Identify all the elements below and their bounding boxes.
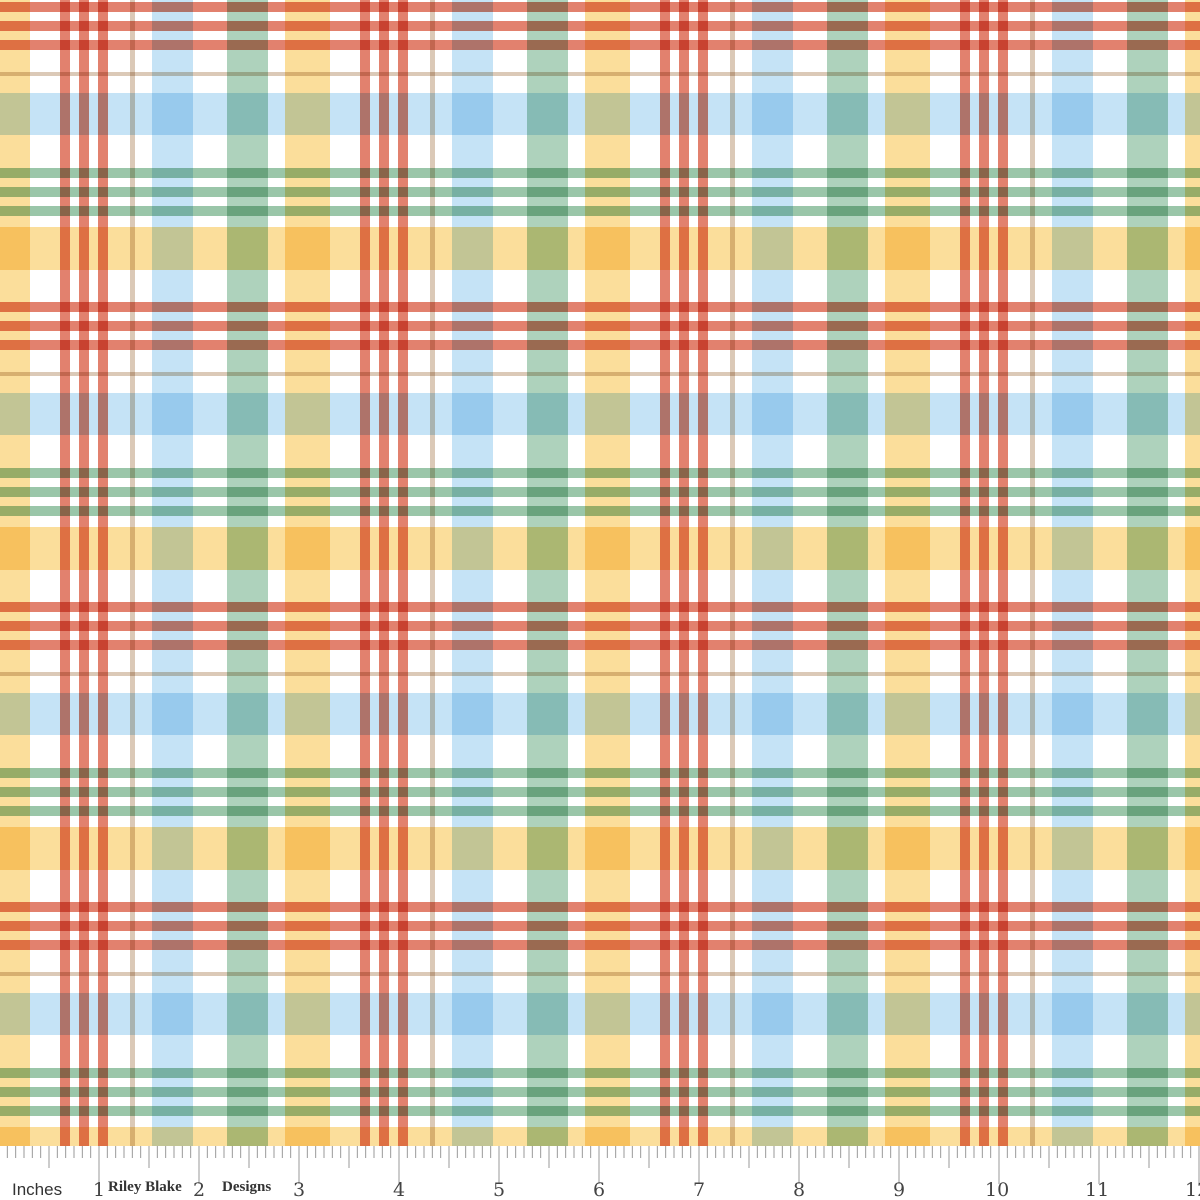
ruler-number: 7 [693, 1179, 705, 1200]
brand-name: Riley Blake [108, 1179, 182, 1195]
ruler-number: 11 [1085, 1179, 1109, 1200]
brand-name-designs: Designs [222, 1179, 271, 1195]
ruler-number: 6 [593, 1179, 605, 1200]
ruler-number: 9 [893, 1179, 905, 1200]
ruler-unit-label: Inches [12, 1180, 62, 1199]
ruler-number: 3 [293, 1179, 305, 1200]
ruler: Inches Riley Blake Designs 1 2 3 4 5 6 7 8 9 10 11… [0, 1146, 1200, 1200]
ruler-number: 8 [793, 1179, 805, 1200]
ruler-number: 1 [93, 1179, 105, 1200]
ruler-number: 12 [1185, 1179, 1200, 1200]
ruler-number: 10 [985, 1179, 1009, 1200]
ruler-number: 2 [193, 1179, 205, 1200]
ruler-number: 5 [493, 1179, 505, 1200]
ruler-ticks [6, 1146, 1200, 1184]
ruler-number: 4 [393, 1179, 405, 1200]
plaid-fabric [0, 0, 1200, 1146]
